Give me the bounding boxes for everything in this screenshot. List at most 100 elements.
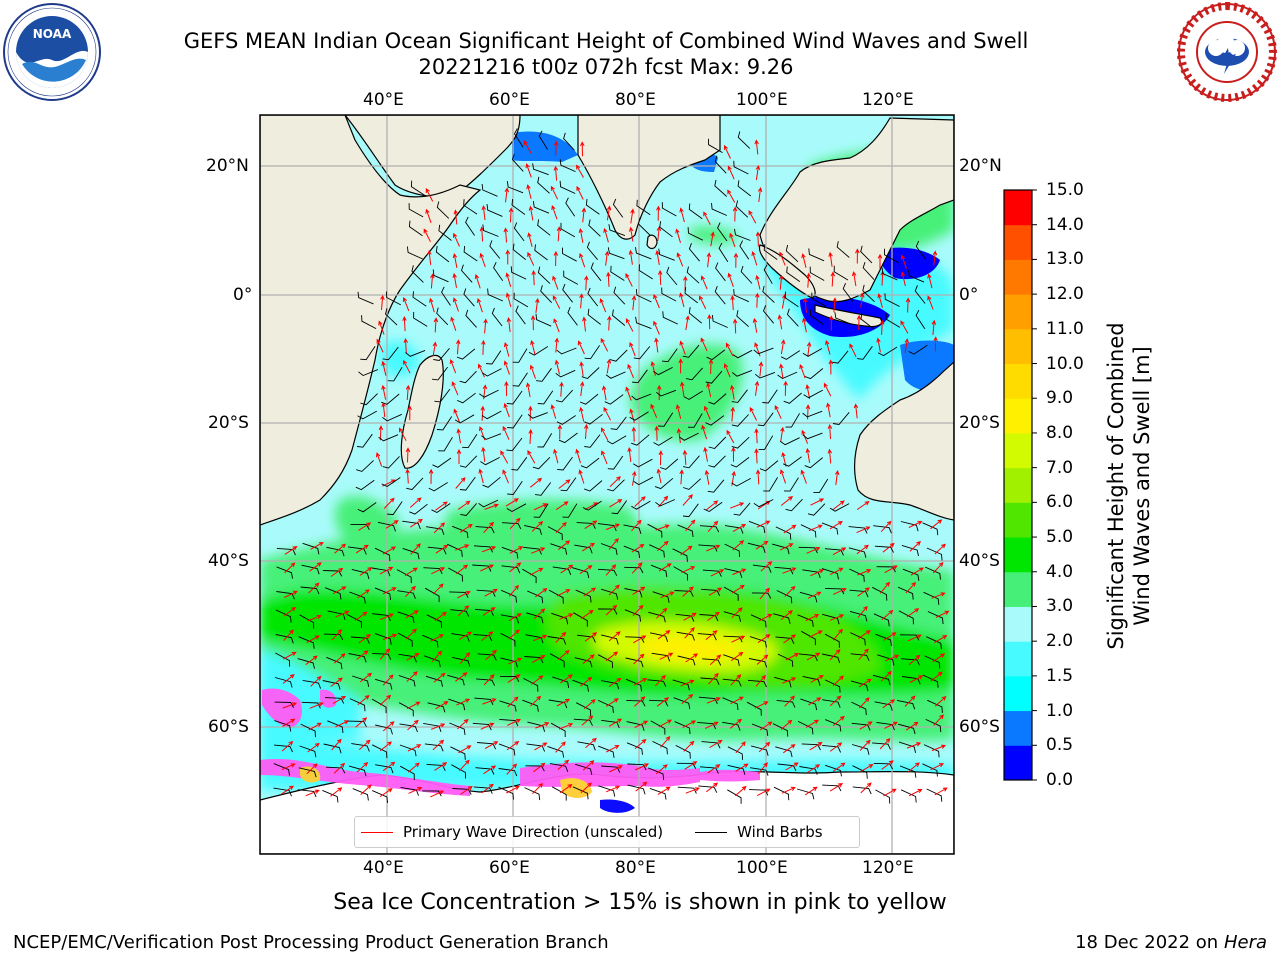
wind-barb bbox=[674, 590, 694, 597]
colorbar-tick-label: 0.5 bbox=[1046, 735, 1074, 756]
wave-direction-arrow bbox=[575, 448, 581, 464]
wave-direction-arrow bbox=[605, 698, 619, 707]
wave-direction-arrow bbox=[729, 718, 743, 729]
wind-barb bbox=[577, 634, 596, 643]
wind-barb bbox=[784, 291, 799, 308]
wind-barb bbox=[927, 699, 943, 713]
wind-barb bbox=[447, 674, 465, 686]
wave-direction-arrow bbox=[703, 405, 711, 420]
wind-barb bbox=[915, 240, 927, 260]
wind-barb bbox=[449, 591, 469, 598]
wave-direction-arrow bbox=[730, 406, 735, 422]
wave-direction-arrow bbox=[632, 586, 646, 595]
wind-barb bbox=[459, 370, 477, 384]
wave-direction-arrow bbox=[631, 295, 637, 311]
wind-barb bbox=[601, 680, 620, 690]
wind-barb bbox=[724, 525, 744, 534]
wave-direction-arrow bbox=[805, 384, 811, 400]
wave-direction-arrow bbox=[884, 565, 898, 574]
wave-direction-arrow bbox=[879, 581, 891, 594]
wave-direction-arrow bbox=[730, 651, 744, 662]
wave-direction-arrow bbox=[579, 406, 585, 422]
wave-direction-arrow bbox=[481, 783, 494, 794]
wave-direction-arrow bbox=[410, 543, 421, 555]
wave-direction-arrow bbox=[332, 586, 347, 595]
wave-direction-arrow bbox=[331, 628, 343, 641]
wave-direction-arrow bbox=[452, 272, 457, 288]
wind-barb bbox=[877, 346, 898, 357]
wave-direction-arrow bbox=[709, 654, 722, 666]
wave-direction-arrow bbox=[581, 207, 587, 223]
wind-barb bbox=[748, 520, 766, 534]
wind-barb bbox=[927, 611, 944, 625]
wave-direction-arrow bbox=[358, 522, 372, 531]
wind-barb bbox=[422, 634, 439, 648]
wind-barb bbox=[371, 698, 387, 714]
wind-barb bbox=[774, 676, 792, 688]
wave-direction-arrow bbox=[427, 250, 432, 266]
wave-direction-arrow bbox=[804, 786, 818, 796]
wind-barb bbox=[755, 371, 776, 379]
wave-direction-arrow bbox=[434, 762, 448, 771]
wave-direction-arrow bbox=[555, 741, 566, 753]
wind-barb bbox=[524, 787, 541, 801]
wind-barb bbox=[555, 389, 574, 403]
wind-barb bbox=[513, 128, 524, 148]
wind-barb bbox=[607, 435, 627, 445]
wind-barb bbox=[372, 652, 392, 660]
wave-direction-arrow bbox=[535, 722, 550, 729]
colorbar-tick-label: 11.0 bbox=[1046, 318, 1084, 339]
wind-barb bbox=[661, 348, 678, 363]
wind-barb bbox=[873, 525, 892, 534]
wave-direction-arrow bbox=[857, 587, 870, 597]
wave-direction-arrow bbox=[480, 564, 495, 572]
wind-barb bbox=[785, 413, 800, 428]
wind-barb bbox=[896, 699, 916, 710]
wind-barb bbox=[601, 719, 620, 729]
wave-direction-arrow bbox=[502, 425, 510, 440]
wave-direction-arrow bbox=[908, 520, 923, 528]
wave-direction-arrow bbox=[557, 759, 570, 770]
wind-barb bbox=[851, 701, 867, 716]
wave-direction-arrow bbox=[909, 675, 924, 683]
wind-barb bbox=[884, 248, 899, 264]
wind-barb bbox=[734, 228, 751, 241]
wind-barb bbox=[348, 653, 367, 663]
wave-direction-arrow bbox=[357, 589, 370, 599]
wave-direction-arrow bbox=[732, 524, 747, 533]
wind-barb bbox=[532, 201, 550, 214]
wind-barb bbox=[733, 160, 749, 175]
wave-direction-arrow bbox=[784, 695, 795, 707]
wave-direction-arrow bbox=[507, 674, 521, 683]
wave-direction-arrow bbox=[810, 675, 824, 683]
wind-barb bbox=[908, 269, 925, 283]
wind-barb bbox=[534, 244, 548, 261]
wave-direction-arrow bbox=[531, 269, 536, 286]
colorbar-tick-label: 12.0 bbox=[1046, 284, 1084, 305]
wave-direction-arrow bbox=[407, 719, 419, 731]
wind-barb bbox=[747, 679, 767, 688]
wind-barb bbox=[804, 368, 824, 380]
wave-direction-arrow bbox=[608, 584, 620, 596]
wind-barb bbox=[436, 416, 453, 431]
wind-barb bbox=[399, 744, 417, 757]
plot-subtitle: 20221216 t00z 072h fcst Max: 9.26 bbox=[418, 55, 794, 79]
wave-direction-arrow bbox=[532, 655, 546, 663]
wave-direction-arrow bbox=[829, 742, 843, 752]
colorbar-swatch bbox=[1004, 432, 1032, 469]
wave-direction-arrow bbox=[631, 544, 645, 553]
wave-direction-arrow bbox=[484, 741, 499, 749]
wind-barb bbox=[571, 567, 590, 579]
colorbar-tick-label: 4.0 bbox=[1046, 561, 1074, 582]
wave-direction-arrow bbox=[931, 592, 946, 599]
wind-barb bbox=[580, 457, 600, 469]
wind-barb bbox=[560, 477, 577, 492]
wave-direction-arrow bbox=[655, 674, 666, 687]
wave-direction-arrow bbox=[882, 542, 895, 553]
colorbar-tick-label: 2.0 bbox=[1046, 631, 1074, 652]
wave-direction-arrow bbox=[358, 739, 371, 750]
wave-direction-arrow bbox=[827, 424, 833, 440]
wave-direction-arrow bbox=[606, 785, 621, 793]
lon-label-top-80e: 80°E bbox=[615, 90, 656, 110]
wind-barb bbox=[512, 243, 526, 260]
